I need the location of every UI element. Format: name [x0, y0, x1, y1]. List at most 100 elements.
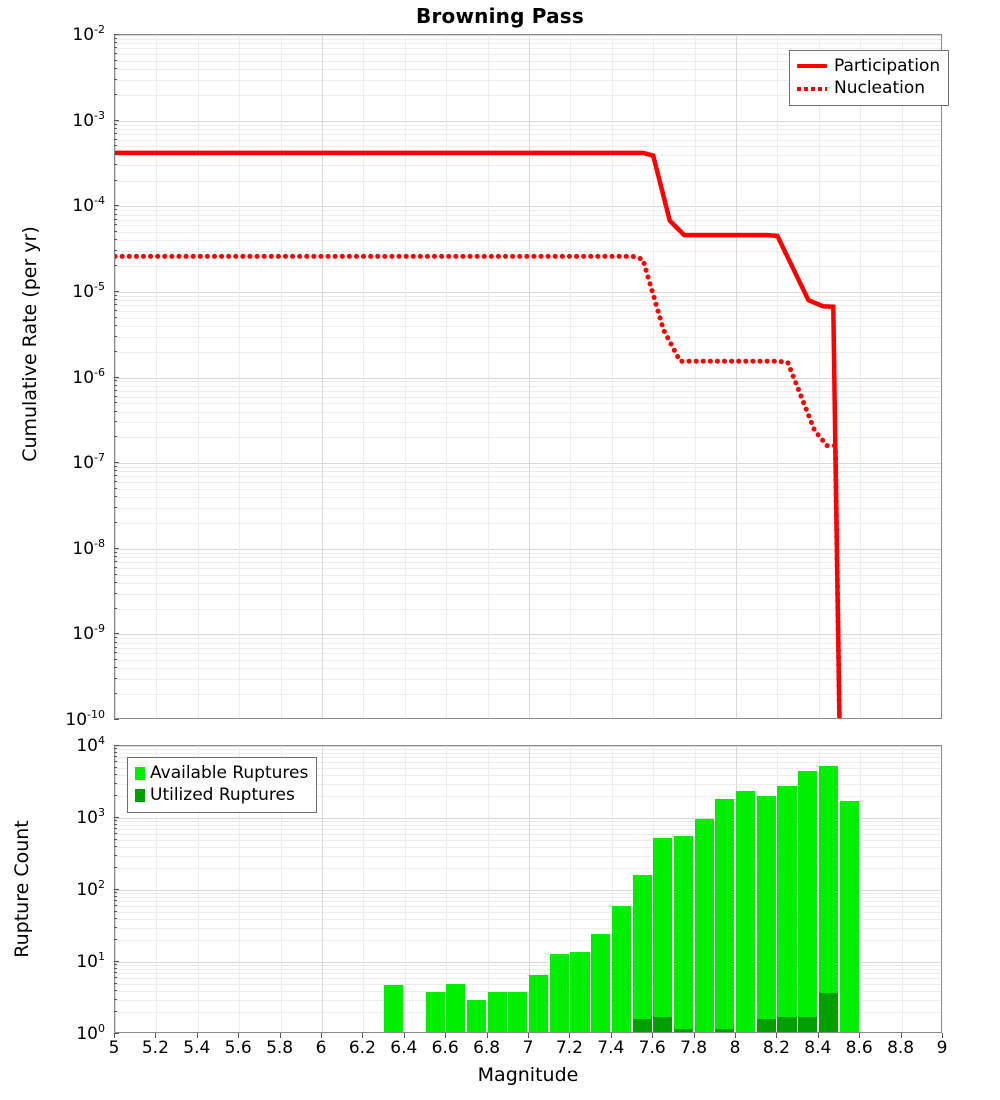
x-axis-label: Magnitude [477, 1064, 579, 1086]
bottom-panel-y-tick-label: 102 [76, 878, 105, 900]
top-panel-y-tick-label: 10-3 [72, 108, 105, 131]
gridline-minor [115, 310, 941, 312]
bar-available-rupture [673, 836, 694, 1032]
gridline-vertical [197, 746, 199, 1032]
gridline-minor [115, 562, 941, 563]
gridline [115, 377, 941, 379]
bar-available-rupture [466, 999, 487, 1032]
gridline-minor [115, 821, 941, 823]
x-tick-mark [445, 1033, 447, 1038]
bar-available-rupture [653, 837, 673, 1032]
gridline-minor [115, 437, 941, 439]
bar-available-rupture [570, 951, 590, 1032]
gridline [115, 120, 941, 122]
gridline [115, 890, 941, 891]
gridline-vertical [115, 746, 116, 1032]
gridline-vertical [363, 35, 365, 718]
gridline-minor [115, 507, 941, 509]
gridline-minor [115, 638, 941, 640]
x-tick-mark [817, 1033, 819, 1038]
x-tick-label: 6.4 [390, 1038, 418, 1058]
gridline-minor [115, 774, 941, 776]
gridline-minor [115, 124, 941, 126]
bottom-panel-y-tick-label: 103 [76, 806, 105, 828]
top-panel-y-tick-label: 10-6 [72, 365, 105, 388]
gridline-minor [115, 240, 941, 242]
bar-available-rupture [694, 819, 714, 1032]
gridline-minor [115, 834, 941, 835]
x-tick-mark [362, 1033, 364, 1038]
gridline-minor [115, 139, 941, 141]
gridline-vertical [404, 746, 406, 1032]
x-tick-mark [735, 1033, 736, 1038]
bar-available-rupture [715, 799, 735, 1032]
gridline-minor [115, 381, 941, 383]
x-tick-label: 5.2 [141, 1038, 169, 1058]
gridline [115, 206, 941, 208]
gridline-minor [115, 422, 941, 424]
top-panel-y-tick-label: 10-9 [72, 622, 105, 645]
y-tick-mark [114, 719, 119, 720]
gridline-vertical [280, 746, 282, 1032]
gridline-minor [115, 897, 941, 898]
gridline-minor [115, 295, 941, 297]
gridline-minor [115, 154, 941, 156]
cumulative-rate-curves [115, 150, 842, 718]
bar-available-rupture [736, 791, 756, 1032]
gridline-minor [115, 753, 941, 754]
gridline-minor [115, 128, 941, 130]
x-tick-mark [610, 1033, 612, 1038]
gridline-minor [115, 317, 941, 319]
gridline-vertical [197, 35, 199, 718]
gridline-vertical [611, 35, 613, 718]
gridline-minor [115, 829, 941, 831]
x-tick-mark [238, 1033, 240, 1038]
gridline-minor [115, 210, 941, 212]
gridline-vertical [487, 35, 489, 718]
gridline-vertical [901, 746, 903, 1032]
gridline-minor [115, 653, 941, 655]
gridline [115, 463, 941, 465]
top-panel-y-tick-label: 10-7 [72, 451, 105, 473]
x-tick-mark [279, 1033, 281, 1038]
bar-utilized-rupture [715, 1029, 735, 1032]
gridline-minor [115, 225, 941, 227]
gridline-minor [115, 471, 941, 473]
gridline-minor [115, 133, 941, 135]
gridline-minor [115, 60, 941, 62]
gridline-minor [115, 325, 941, 327]
curve-legend: Participation Nucleation [789, 50, 950, 106]
gridline-minor [115, 385, 941, 387]
gridline-minor [115, 552, 941, 554]
bar-utilized-rupture [818, 992, 838, 1032]
gridline-minor [115, 762, 941, 763]
gridline-minor [115, 757, 941, 759]
legend-item-available-ruptures: Available Ruptures [135, 762, 308, 784]
gridline-minor [115, 214, 941, 216]
bar-available-rupture [839, 801, 859, 1032]
gridline-minor [115, 1012, 941, 1014]
x-tick-label: 8.2 [762, 1038, 790, 1058]
gridline-minor [115, 266, 941, 268]
legend-label-nucleation: Nucleation [834, 78, 926, 99]
bar-utilized-rupture [673, 1029, 694, 1032]
gridline-minor [115, 38, 941, 40]
gridline-minor [115, 69, 941, 71]
bar-available-rupture [425, 991, 445, 1032]
x-tick-mark [569, 1033, 571, 1038]
gridline-minor [115, 796, 941, 798]
bar-available-rupture [777, 786, 797, 1032]
gridline-vertical [611, 746, 613, 1032]
x-tick-label: 5.8 [266, 1038, 294, 1058]
gridline-minor [115, 54, 941, 55]
x-tick-mark [942, 1033, 943, 1038]
gridline-minor [115, 990, 941, 992]
bar-available-rupture [446, 984, 466, 1032]
gridline [115, 548, 941, 550]
x-tick-label: 9 [936, 1038, 948, 1058]
gridline-minor [115, 165, 941, 167]
gridline-minor [115, 79, 941, 81]
x-tick-label: 7.8 [680, 1038, 708, 1058]
x-tick-mark [155, 1033, 157, 1038]
gridline-minor [115, 574, 941, 576]
